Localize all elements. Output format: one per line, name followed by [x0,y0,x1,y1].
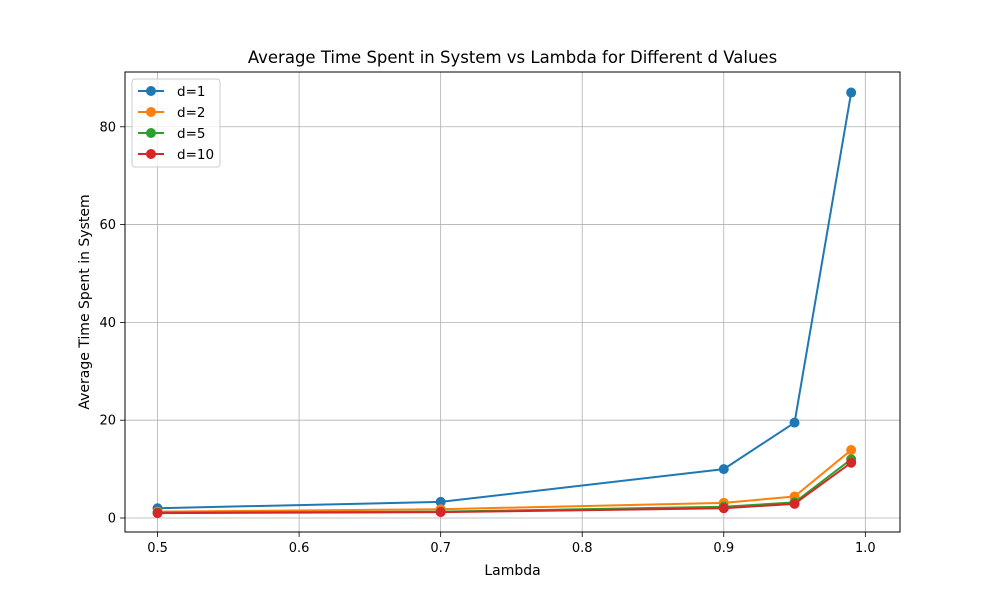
x-tick-label: 0.6 [289,541,310,556]
y-tick-label: 0 [108,512,116,527]
legend-marker [146,107,156,117]
data-point [789,498,800,509]
legend-marker [146,128,156,138]
legend-entry: d=10 [138,147,214,163]
x-tick-label: 0.9 [713,541,734,556]
data-point [789,417,800,428]
legend-entry: d=2 [138,105,205,121]
legend-label: d=2 [177,105,205,121]
plot-area [125,72,900,532]
data-point [846,87,857,98]
data-point [435,496,446,507]
x-tick-label: 0.5 [147,541,168,556]
legend-entry: d=5 [138,126,205,142]
x-tick-label: 1.0 [855,541,876,556]
ticks: 0.5 0.6 0.7 0.8 0.9 1.0 0 20 40 60 80 [99,120,875,556]
data-point [718,503,729,514]
legend-entry: d=1 [138,84,205,100]
y-tick-label: 20 [99,414,116,429]
legend-marker [146,149,156,159]
data-point [718,464,729,475]
series-d=10 [152,457,857,519]
grid [125,72,900,532]
legend-label: d=1 [177,84,205,100]
series-layer [152,87,857,519]
y-axis-label: Average Time Spent in System [77,194,93,409]
data-point [846,445,857,456]
data-point [846,457,857,468]
legend-label: d=10 [177,147,214,163]
legend: d=1 d=2 d=5 d=10 [131,78,221,168]
data-point [152,508,163,519]
plot-frame [124,71,901,533]
y-tick-label: 80 [99,120,116,135]
y-tick-label: 60 [99,218,116,233]
x-tick-label: 0.8 [572,541,593,556]
legend-label: d=5 [177,126,205,142]
chart-title: Average Time Spent in System vs Lambda f… [248,48,777,67]
data-point [435,507,446,518]
y-tick-label: 40 [99,316,116,331]
legend-box [131,78,221,168]
x-axis-label: Lambda [484,563,540,579]
legend-marker [146,86,156,96]
x-tick-label: 0.7 [430,541,451,556]
